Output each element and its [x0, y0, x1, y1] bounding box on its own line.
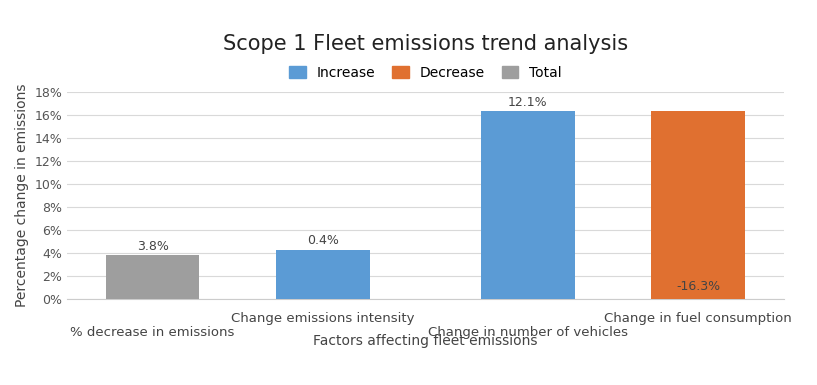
Text: Change in number of vehicles: Change in number of vehicles [428, 326, 627, 339]
Y-axis label: Percentage change in emissions: Percentage change in emissions [15, 84, 29, 307]
Text: Change emissions intensity: Change emissions intensity [231, 311, 415, 325]
Text: 0.4%: 0.4% [307, 234, 339, 248]
Text: % decrease in emissions: % decrease in emissions [70, 326, 234, 339]
Bar [276, 250, 370, 299]
Title: Scope 1 Fleet emissions trend analysis: Scope 1 Fleet emissions trend analysis [223, 34, 628, 54]
Legend: Increase, Decrease, Total: Increase, Decrease, Total [284, 62, 566, 84]
Text: 12.1%: 12.1% [508, 96, 547, 109]
X-axis label: Factors affecting fleet emissions: Factors affecting fleet emissions [313, 334, 538, 348]
Text: Change in fuel consumption: Change in fuel consumption [605, 311, 792, 325]
Text: 3.8%: 3.8% [136, 240, 168, 253]
Bar [651, 112, 745, 299]
Bar [481, 112, 574, 299]
Bar [105, 256, 199, 299]
Text: -16.3%: -16.3% [676, 280, 721, 293]
